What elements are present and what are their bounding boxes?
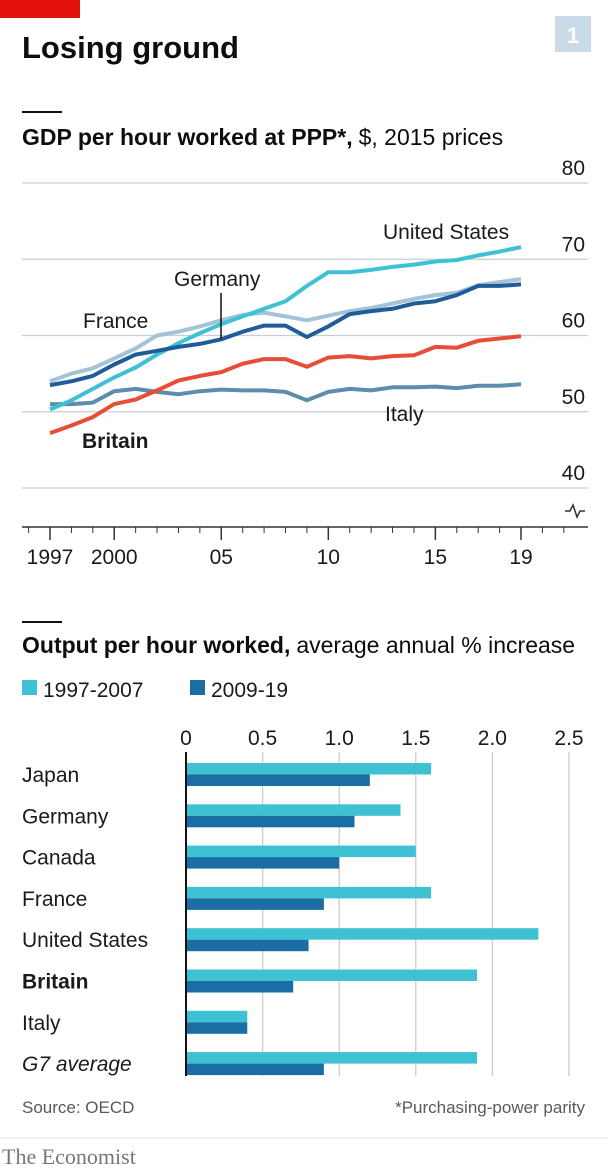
bar: [186, 1063, 324, 1076]
legend-swatch: [22, 680, 37, 695]
chart-subtitle: $, 2015 prices: [359, 124, 503, 150]
x-tick-label: 1.0: [325, 727, 354, 750]
series-line: [49, 277, 522, 384]
y-tick-label: 40: [562, 462, 585, 485]
series-line: [49, 245, 522, 412]
footnote: *Purchasing-power parity: [395, 1098, 585, 1117]
category-label: United States: [22, 929, 148, 952]
bar: [186, 886, 432, 899]
x-tick-label: 19: [509, 546, 532, 569]
series-label: Italy: [385, 403, 424, 426]
bar: [186, 763, 432, 775]
category-label: Italy: [22, 1012, 61, 1035]
bar: [186, 804, 401, 816]
series-line: [49, 282, 522, 388]
x-tick-label: 0.5: [248, 727, 277, 750]
category-label: Germany: [22, 805, 109, 828]
publisher: The Economist: [2, 1144, 136, 1169]
legend-swatch: [190, 680, 205, 695]
series-line: [50, 382, 522, 407]
bar: [186, 1010, 248, 1023]
bar: [186, 1022, 248, 1034]
badge: [555, 16, 591, 52]
x-tick-label: 10: [317, 546, 340, 569]
y-tick-label: 50: [562, 386, 585, 409]
legend-label: 1997-2007: [43, 679, 143, 702]
y-tick-label: 80: [562, 157, 585, 180]
x-tick-label: 05: [210, 546, 233, 569]
series-label: Britain: [82, 430, 149, 453]
brand-bar: [0, 0, 80, 18]
series-line: [49, 334, 522, 435]
category-label: Britain: [22, 971, 89, 994]
series-label: Germany: [174, 268, 261, 291]
x-tick-label: 0: [180, 727, 192, 750]
category-label: Canada: [22, 847, 96, 870]
x-tick-label: 2.0: [478, 727, 507, 750]
chart-subtitle: average annual % increase: [296, 632, 575, 658]
bar: [186, 815, 355, 828]
series-label: United States: [383, 221, 509, 244]
y-tick-label: 70: [562, 233, 585, 256]
bar: [186, 928, 539, 940]
chart-title: Output per hour worked, average annual % …: [22, 632, 575, 658]
category-label: Japan: [22, 764, 79, 787]
category-label: G7 average: [22, 1053, 132, 1076]
axis-break: [565, 503, 585, 519]
x-tick-label: 1.5: [401, 727, 430, 750]
category-label: France: [22, 888, 87, 911]
badge-number: 1: [567, 23, 579, 48]
series-label: France: [83, 310, 148, 333]
chart-title-main: Output per hour worked,: [22, 632, 290, 658]
x-tick-label: 2.5: [554, 727, 583, 750]
chart-title-main: GDP per hour worked at PPP*,: [22, 124, 353, 150]
legend-label: 2009-19: [211, 679, 288, 702]
bar: [186, 774, 370, 786]
bar: [186, 939, 309, 952]
page-title: Losing ground: [22, 30, 239, 65]
chart-title: GDP per hour worked at PPP*, $, 2015 pric…: [22, 124, 503, 150]
bar: [186, 981, 294, 993]
bar: [186, 969, 478, 981]
bar: [186, 898, 324, 910]
bar: [186, 845, 416, 858]
bar: [186, 857, 340, 869]
x-tick-label: 15: [424, 546, 447, 569]
x-tick-label: 2000: [91, 546, 138, 569]
source: Source: OECD: [22, 1098, 134, 1117]
y-tick-label: 60: [562, 310, 585, 333]
bar: [186, 1052, 478, 1064]
x-tick-label: 1997: [27, 546, 74, 569]
